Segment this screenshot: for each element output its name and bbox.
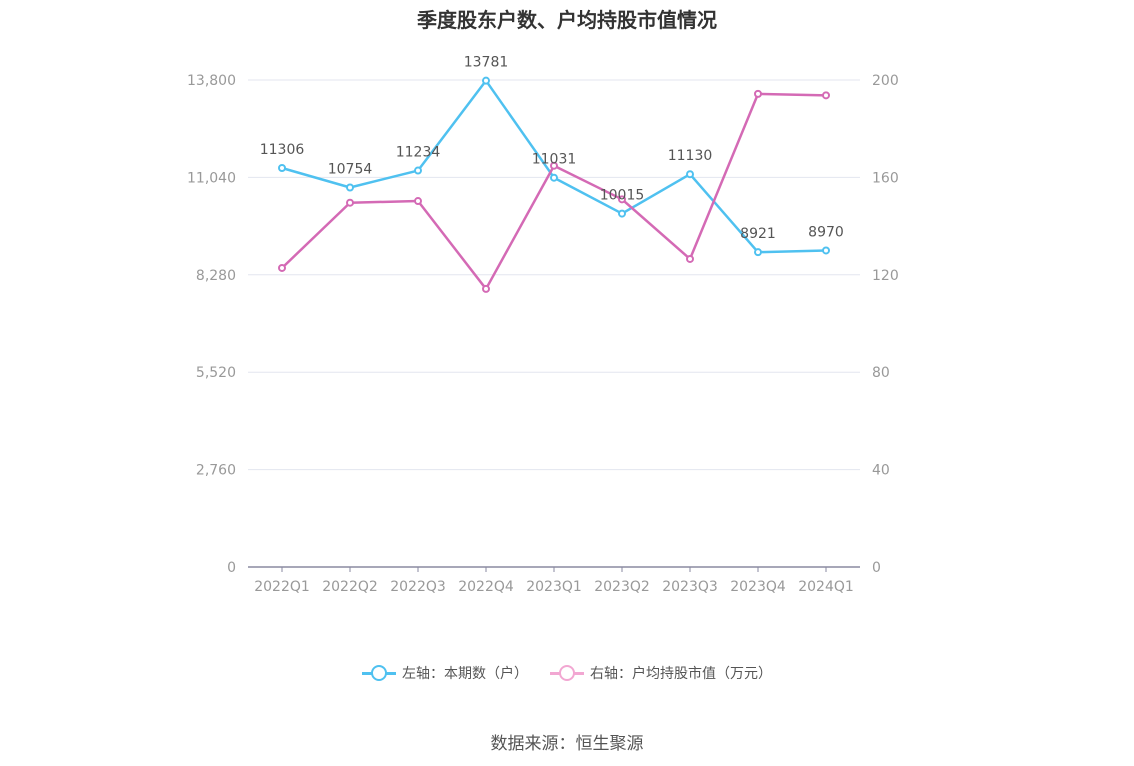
y-left-tick-label: 2,760	[196, 463, 236, 479]
data-label: 11306	[260, 142, 305, 158]
y-left-tick-label: 8,280	[196, 268, 236, 284]
source-note: 数据来源：恒生聚源	[490, 734, 644, 754]
data-point-1	[618, 195, 626, 204]
x-tick-label: 2023Q2	[594, 579, 650, 595]
y-right-tick-label: 120	[872, 268, 899, 284]
data-label: 13781	[464, 55, 509, 71]
y-left-tick-label: 11,040	[187, 170, 236, 186]
legend-label-right: 右轴：户均持股市值（万元）	[590, 666, 772, 682]
data-point-0	[550, 173, 558, 182]
x-tick-label: 2022Q1	[254, 579, 310, 595]
series-line-1	[281, 92, 827, 291]
y-right-tick-label: 80	[872, 365, 890, 381]
y-right-tick-label: 160	[872, 170, 899, 186]
data-point-1	[754, 89, 762, 98]
legend-swatch-left	[362, 665, 396, 681]
y-right-tick-label: 40	[872, 463, 890, 479]
data-point-1	[414, 197, 422, 206]
data-label: 11031	[532, 152, 577, 168]
data-label: 10015	[600, 188, 645, 204]
data-labels: 11306 10754 11234 13781 11031 10015 11130 8921 8…	[260, 55, 844, 243]
y-left-tick-label: 0	[227, 560, 236, 576]
data-label: 11234	[396, 145, 441, 161]
axes: 0 2,760 5,520 8,280 11,040 13,800 0 40 80 120 160 2…	[187, 73, 899, 595]
y-right-tick-label: 200	[872, 73, 899, 89]
data-point-0	[822, 246, 830, 255]
data-point-1	[686, 254, 694, 263]
data-point-0	[686, 170, 694, 179]
y-left-tick-label: 13,800	[187, 73, 236, 89]
data-point-1	[822, 91, 830, 100]
data-label: 8970	[808, 224, 844, 240]
y-right-tick-label: 0	[872, 560, 881, 576]
y-left-tick-label: 5,520	[196, 365, 236, 381]
data-point-1	[550, 161, 558, 170]
data-point-1	[278, 263, 286, 272]
data-label: 11130	[668, 148, 713, 164]
data-point-0	[414, 166, 422, 175]
legend-swatch-right	[550, 665, 584, 681]
x-tick-label: 2023Q4	[730, 579, 786, 595]
x-tick-label: 2024Q1	[798, 579, 854, 595]
gridlines	[248, 79, 860, 471]
x-tick-label: 2022Q3	[390, 579, 446, 595]
data-point-1	[482, 284, 490, 293]
data-point-0	[482, 76, 490, 85]
x-tick-label: 2022Q2	[322, 579, 378, 595]
x-tick-label: 2023Q3	[662, 579, 718, 595]
data-point-0	[346, 183, 354, 192]
legend-item-right-series[interactable]: 右轴：户均持股市值（万元）	[550, 663, 772, 683]
data-point-0	[754, 248, 762, 257]
legend: 左轴：本期数（户） 右轴：户均持股市值（万元）	[0, 663, 1134, 683]
chart-title: 季度股东户数、户均持股市值情况	[417, 8, 717, 32]
data-point-0	[618, 209, 626, 218]
x-tick-label: 2023Q1	[526, 579, 582, 595]
data-label: 8921	[740, 226, 776, 242]
legend-label-left: 左轴：本期数（户）	[402, 666, 528, 682]
series-lines	[278, 76, 830, 293]
legend-item-left-series[interactable]: 左轴：本期数（户）	[362, 663, 528, 683]
x-tick-label: 2022Q4	[458, 579, 514, 595]
data-point-0	[278, 164, 286, 173]
data-label: 10754	[328, 161, 373, 177]
data-point-1	[346, 198, 354, 207]
